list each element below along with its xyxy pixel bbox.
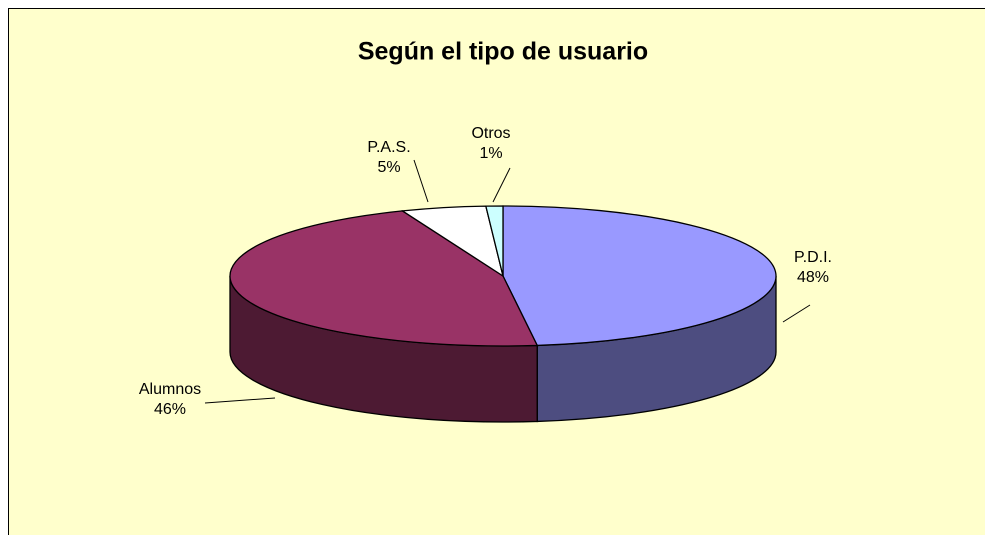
slice-label: P.A.S. [367,139,410,156]
pie-slice [485,205,504,277]
leader-line [492,167,511,203]
slice-value-label: 1% [479,145,502,162]
pie-slice [229,210,539,347]
slice-value-label: 5% [377,159,400,176]
slice-label: P.D.I. [794,249,832,266]
slice-value-label: 46% [154,401,186,418]
leader-line [413,159,429,203]
slice-label: Alumnos [139,381,201,398]
leader-line [782,304,811,323]
pie-slice [502,205,777,347]
leader-line [204,397,276,404]
slice-value-label: 48% [797,269,829,286]
chart-title: Según el tipo de usuario [358,38,648,66]
slice-label: Otros [471,125,510,142]
